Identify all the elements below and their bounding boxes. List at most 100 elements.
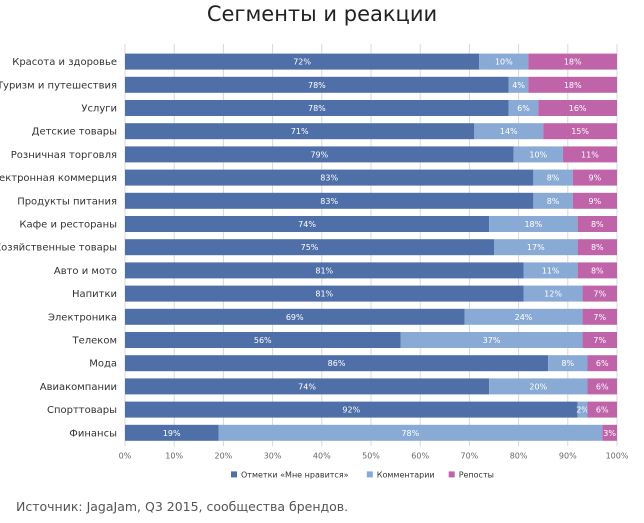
bar-segment	[218, 424, 603, 441]
bar-segment	[508, 100, 539, 116]
data-label: 7%	[593, 336, 606, 345]
data-label: 7%	[593, 290, 606, 299]
data-label: 8%	[547, 174, 560, 183]
bar-segment	[562, 146, 617, 163]
category-label: Розничная торговля	[11, 150, 117, 161]
data-label: 79%	[310, 150, 328, 159]
x-tick-label: 0%	[119, 451, 132, 460]
bar-segment	[489, 378, 588, 395]
data-label: 8%	[547, 197, 560, 206]
data-label: 86%	[328, 359, 346, 368]
data-label: 10%	[495, 58, 513, 67]
category-label: Туризм и путешествия	[0, 80, 117, 91]
data-label: 6%	[596, 406, 609, 415]
x-tick-label: 100%	[606, 451, 629, 460]
bar-segment	[548, 355, 588, 372]
bar-segment	[577, 401, 588, 418]
stacked-bar-chart: 0% 10% 20% 30% 40% 50% 60% 70% 80% 90% 100% Красота…	[0, 44, 629, 479]
bar-segment	[572, 169, 617, 186]
bar-segment	[125, 378, 490, 395]
data-label: 4%	[512, 81, 525, 90]
category-label: Спорттовары	[47, 405, 117, 416]
data-label: 6%	[596, 382, 609, 391]
bar-segment	[538, 100, 617, 116]
bar-segment	[528, 76, 617, 93]
bar-segment	[587, 401, 617, 418]
bar-segment	[479, 53, 529, 70]
bar-segment	[125, 401, 578, 418]
data-label: 78%	[308, 81, 326, 90]
data-label: 9%	[589, 197, 602, 206]
bar-segment	[582, 285, 617, 302]
data-label: 10%	[529, 150, 547, 159]
bar-segment	[587, 378, 617, 395]
bar-segment	[513, 146, 563, 163]
bar-segment	[400, 332, 583, 348]
category-label: Хозяйственные товары	[0, 243, 117, 254]
data-label: 20%	[529, 382, 547, 391]
data-label: 78%	[401, 429, 419, 438]
bar-segment	[474, 123, 544, 140]
legend-swatch	[448, 471, 455, 478]
data-label: 6%	[596, 359, 609, 368]
data-label: 24%	[515, 313, 533, 322]
bar-segment	[528, 53, 617, 70]
data-label: 2%	[576, 406, 589, 415]
bar-segment	[494, 239, 578, 256]
legend-label: Отметки «Мне нравится»	[241, 470, 349, 479]
x-tick-label: 30%	[264, 451, 282, 460]
category-label: Кафе и рестораны	[19, 220, 117, 231]
bar-segment	[464, 308, 583, 325]
data-label: 18%	[524, 220, 542, 229]
x-tick-label: 60%	[411, 451, 429, 460]
data-label: 74%	[298, 220, 316, 229]
category-label: Услуги	[81, 104, 117, 115]
bar-segment	[125, 169, 534, 186]
data-label: 18%	[564, 81, 582, 90]
bar-segment	[523, 285, 583, 302]
category-label: Напитки	[72, 289, 117, 300]
data-label: 81%	[315, 266, 333, 275]
data-label: 16%	[569, 104, 587, 113]
data-label: 14%	[500, 127, 518, 136]
data-label: 11%	[542, 266, 560, 275]
data-label: 83%	[320, 197, 338, 206]
bar-segment	[533, 192, 573, 209]
data-label: 8%	[561, 359, 574, 368]
legend-label: Репосты	[459, 470, 494, 479]
data-label: 37%	[483, 336, 501, 345]
data-label: 8%	[591, 220, 604, 229]
data-label: 12%	[544, 290, 562, 299]
x-tick-label: 80%	[510, 451, 528, 460]
bar-segment	[543, 123, 617, 140]
x-tick-label: 40%	[313, 451, 331, 460]
category-label: Мода	[89, 359, 117, 370]
category-label: Электронная коммерция	[0, 173, 117, 184]
bar-segment	[125, 146, 514, 163]
bar-segment	[533, 169, 573, 186]
data-label: 7%	[593, 313, 606, 322]
bar-segment	[577, 216, 617, 232]
bar-segment	[508, 76, 529, 93]
x-tick-label: 90%	[559, 451, 577, 460]
data-label: 92%	[342, 406, 360, 415]
category-label: Телеком	[71, 336, 117, 347]
data-label: 15%	[571, 127, 589, 136]
data-label: 9%	[589, 174, 602, 183]
x-tick-label: 10%	[165, 451, 183, 460]
data-label: 71%	[291, 127, 309, 136]
category-label: Красота и здоровье	[12, 57, 117, 68]
category-label: Авто и мото	[54, 266, 117, 277]
bar-segment	[125, 308, 465, 325]
data-label: 72%	[293, 58, 311, 67]
bar-segment	[602, 424, 617, 441]
data-label: 69%	[286, 313, 304, 322]
data-label: 17%	[527, 243, 545, 252]
bar-segment	[489, 216, 578, 232]
category-label: Финансы	[69, 428, 117, 439]
category-label: Авиакомпании	[40, 382, 117, 393]
chart-title: Сегменты и реакции	[206, 2, 438, 26]
legend-swatch	[231, 471, 237, 478]
data-label: 11%	[581, 150, 599, 159]
x-tick-label: 20%	[215, 451, 233, 460]
